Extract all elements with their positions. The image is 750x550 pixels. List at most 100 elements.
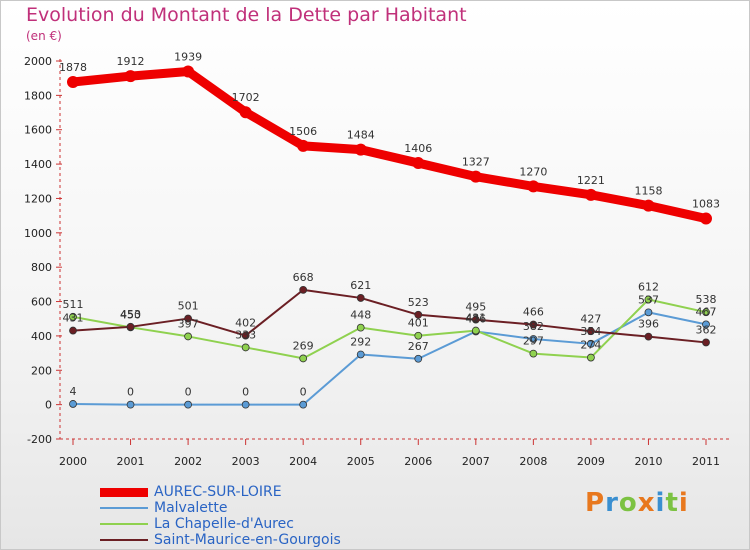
data-point [702, 320, 710, 329]
data-point [414, 331, 423, 340]
y-tick-label: 2000 [24, 55, 52, 68]
data-point [471, 315, 480, 324]
data-label: 401 [408, 317, 429, 330]
data-point [469, 170, 482, 183]
x-tick-label: 2002 [174, 455, 202, 468]
data-label: 1270 [519, 165, 547, 178]
data-label: 501 [178, 300, 199, 313]
x-tick-label: 2003 [232, 455, 260, 468]
data-point [587, 353, 595, 362]
data-point [644, 295, 653, 304]
data-label: 274 [580, 339, 601, 352]
data-label: 1912 [117, 55, 145, 68]
data-label: 448 [350, 309, 371, 322]
data-label: 1221 [577, 174, 605, 187]
legend-label: AUREC-SUR-LOIRE [154, 484, 282, 500]
data-point [124, 70, 137, 83]
data-label: 621 [350, 279, 371, 292]
data-label: 431 [63, 312, 84, 325]
data-point [644, 332, 653, 341]
data-label: 450 [120, 308, 141, 321]
y-tick-label: 1000 [24, 227, 52, 240]
data-point [299, 354, 308, 363]
data-label: 397 [178, 317, 199, 330]
y-tick-label: 1200 [24, 192, 52, 205]
legend-label: Saint-Maurice-en-Gourgois [154, 532, 341, 548]
data-point [471, 326, 480, 335]
series-line-saint-maurice-en-gourgois [72, 288, 707, 344]
data-label: 382 [523, 320, 544, 333]
data-point [700, 212, 712, 225]
data-label: 466 [523, 306, 544, 319]
series-line-aurec-sur-loire [68, 66, 711, 224]
x-tick-label: 2010 [634, 455, 662, 468]
data-point [529, 320, 538, 329]
data-label: 1506 [289, 125, 317, 138]
data-point [69, 400, 77, 408]
data-label: 1702 [232, 91, 260, 104]
x-tick-label: 2001 [117, 455, 145, 468]
data-label: 538 [696, 293, 717, 306]
proxiti-logo: Proxiti [585, 488, 689, 518]
data-point [182, 65, 195, 78]
data-point [644, 308, 653, 317]
y-tick-label: 800 [31, 261, 52, 274]
legend-swatch [100, 507, 148, 509]
data-label: 495 [465, 301, 486, 314]
y-tick-label: 0 [45, 399, 52, 412]
x-tick-label: 2000 [59, 455, 87, 468]
data-point [642, 199, 655, 212]
data-label: 292 [350, 335, 371, 348]
x-tick-label: 2006 [404, 455, 432, 468]
data-label: 362 [696, 323, 717, 336]
data-point [297, 139, 310, 152]
data-point [239, 106, 252, 119]
y-tick-label: -200 [27, 433, 52, 446]
legend-label: La Chapelle-d'Aurec [154, 516, 294, 532]
data-label: 1083 [692, 198, 720, 211]
data-label: 354 [580, 325, 601, 338]
data-point [356, 323, 365, 332]
legend-swatch [100, 523, 148, 525]
data-point [356, 350, 365, 359]
data-point [412, 157, 425, 170]
data-label: 1484 [347, 129, 375, 142]
data-point [241, 331, 250, 340]
series-line-la-chapelle-d-aurec [72, 298, 707, 360]
data-point [584, 188, 597, 201]
data-point [184, 332, 192, 341]
data-label: 0 [127, 386, 134, 399]
data-point [126, 400, 135, 409]
data-label: 453 [120, 308, 141, 321]
data-label: 427 [580, 312, 601, 325]
data-point [702, 308, 710, 317]
data-label: 467 [696, 305, 717, 318]
data-label: 0 [185, 386, 192, 399]
data-label: 511 [63, 298, 84, 311]
data-point [241, 400, 250, 409]
data-label: 1939 [174, 50, 202, 63]
data-point [587, 327, 595, 336]
data-label: 1406 [404, 142, 432, 155]
data-label: 431 [465, 312, 486, 325]
data-label: 426 [465, 312, 486, 325]
y-tick-label: 200 [31, 364, 52, 377]
x-tick-label: 2005 [347, 455, 375, 468]
data-point [69, 326, 77, 335]
data-label: 402 [235, 317, 256, 330]
data-point [354, 143, 367, 156]
series-line-malvalette [72, 311, 707, 406]
data-label: 1327 [462, 156, 490, 169]
data-label: 333 [235, 328, 256, 341]
data-point [69, 312, 77, 321]
data-point [529, 335, 538, 343]
data-point [241, 343, 250, 352]
data-label: 1878 [59, 61, 87, 74]
y-tick-label: 1800 [24, 89, 52, 102]
legend-label: Malvalette [154, 500, 228, 516]
data-point [527, 180, 540, 193]
data-label: 0 [300, 386, 307, 399]
data-label: 668 [293, 271, 314, 284]
